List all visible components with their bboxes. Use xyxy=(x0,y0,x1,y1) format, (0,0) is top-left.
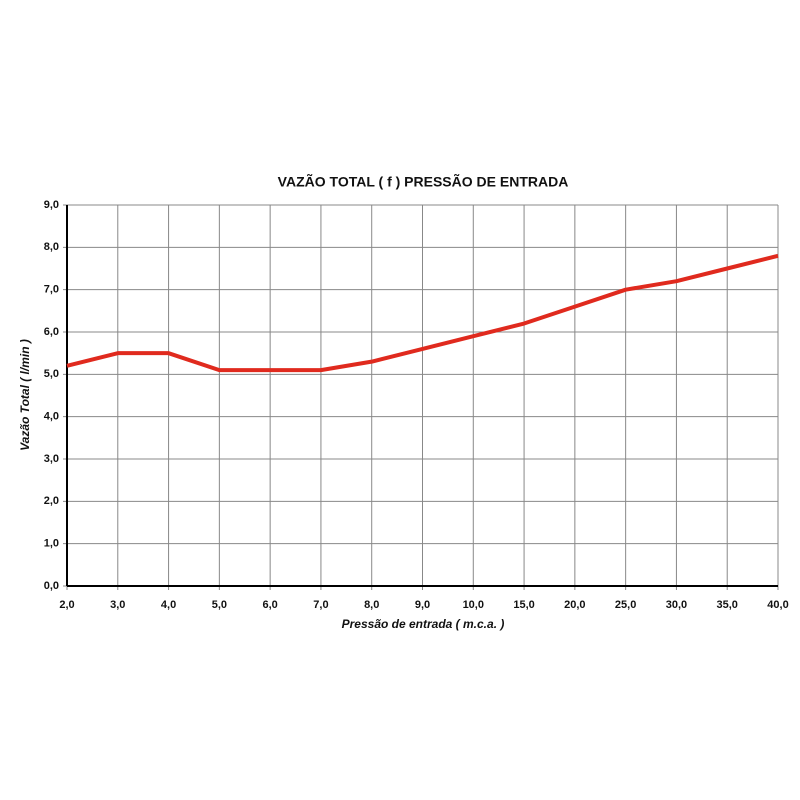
y-tick-label: 3,0 xyxy=(44,453,59,465)
x-tick-label: 9,0 xyxy=(415,599,430,611)
y-axis-label: Vazão Total ( l/min ) xyxy=(18,339,32,451)
x-tick-label: 40,0 xyxy=(767,599,788,611)
y-tick-label: 0,0 xyxy=(44,580,59,592)
x-tick-label: 8,0 xyxy=(364,599,379,611)
x-tick-label: 2,0 xyxy=(59,599,74,611)
x-tick-label: 4,0 xyxy=(161,599,176,611)
x-tick-label: 7,0 xyxy=(313,599,328,611)
y-tick-label: 1,0 xyxy=(44,538,59,550)
x-tick-label: 30,0 xyxy=(666,599,687,611)
x-tick-label: 20,0 xyxy=(564,599,585,611)
y-tick-label: 9,0 xyxy=(44,199,59,211)
x-tick-label: 35,0 xyxy=(717,599,738,611)
data-line xyxy=(66,253,779,373)
x-tick-label: 25,0 xyxy=(615,599,636,611)
chart-title: VAZÃO TOTAL ( f ) PRESSÃO DE ENTRADA xyxy=(278,173,569,190)
y-tick-label: 2,0 xyxy=(44,495,59,507)
x-tick-label: 15,0 xyxy=(513,599,534,611)
y-tick-label: 4,0 xyxy=(44,411,59,423)
y-tick-label: 6,0 xyxy=(44,326,59,338)
x-tick-label: 3,0 xyxy=(110,599,125,611)
x-tick-label: 6,0 xyxy=(262,599,277,611)
x-tick-label: 10,0 xyxy=(463,599,484,611)
y-tick-label: 5,0 xyxy=(44,368,59,380)
x-tick-label: 5,0 xyxy=(212,599,227,611)
y-tick-label: 8,0 xyxy=(44,241,59,253)
x-axis-label: Pressão de entrada ( m.c.a. ) xyxy=(342,617,505,631)
y-tick-label: 7,0 xyxy=(44,284,59,296)
